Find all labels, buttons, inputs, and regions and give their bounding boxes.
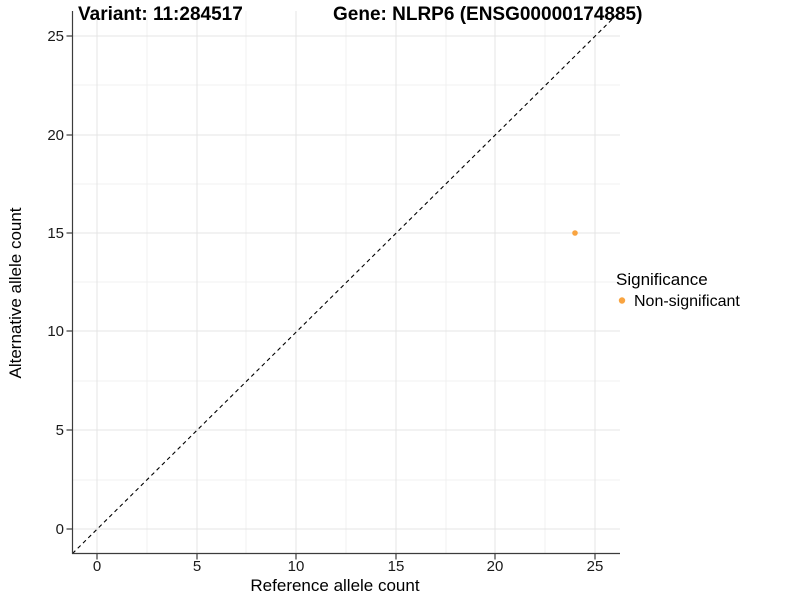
y-tick-label: 15 <box>47 225 64 242</box>
y-minor-gridlines <box>72 84 620 481</box>
y-tick-label: 20 <box>47 127 64 144</box>
x-axis-title: Reference allele count <box>250 576 419 595</box>
y-tick-labels: 0 5 10 15 20 25 <box>47 28 64 538</box>
legend-item-label: Non-significant <box>634 293 740 310</box>
x-tick-label: 10 <box>288 558 305 575</box>
y-axis-title: Alternative allele count <box>6 207 25 378</box>
data-point <box>572 230 578 236</box>
plot-title-variant: Variant: 11:284517 <box>78 4 243 25</box>
y-tick-label: 25 <box>47 28 64 45</box>
legend-marker-icon <box>618 297 626 304</box>
x-major-gridlines <box>96 11 596 554</box>
plot-title-gene: Gene: NLRP6 (ENSG00000174885) <box>333 4 642 25</box>
x-tick-label: 0 <box>93 558 101 575</box>
x-tick-label: 25 <box>587 558 604 575</box>
y-tick-label: 0 <box>56 521 64 538</box>
y-tick-marks <box>66 35 72 530</box>
legend-title: Significance <box>616 270 708 289</box>
legend: Significance Non-significant <box>616 270 740 310</box>
y-major-gridlines <box>72 35 620 530</box>
x-tick-marks <box>96 554 596 560</box>
x-tick-label: 15 <box>388 558 405 575</box>
y-tick-label: 10 <box>47 323 64 340</box>
x-tick-labels: 0 5 10 15 20 25 <box>93 558 604 575</box>
identity-line <box>72 11 621 554</box>
x-tick-label: 5 <box>193 558 201 575</box>
x-tick-label: 20 <box>487 558 504 575</box>
y-tick-label: 5 <box>56 422 64 439</box>
